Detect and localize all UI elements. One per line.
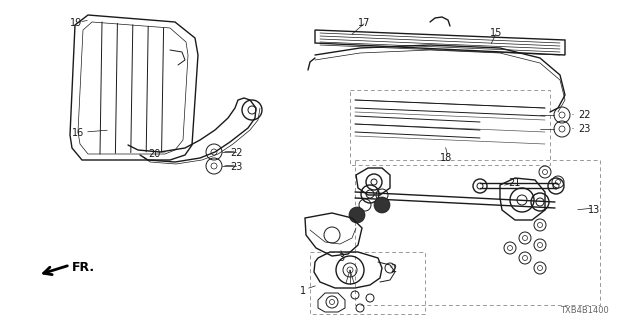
Text: 13: 13 <box>588 205 600 215</box>
Text: 15: 15 <box>490 28 502 38</box>
Text: 23: 23 <box>230 162 243 172</box>
Text: TXB4B1400: TXB4B1400 <box>560 306 609 315</box>
Text: 2: 2 <box>390 264 396 274</box>
Text: 21: 21 <box>508 178 520 188</box>
Text: 19: 19 <box>70 18 83 28</box>
Text: 17: 17 <box>358 18 371 28</box>
Circle shape <box>374 197 390 213</box>
Circle shape <box>349 207 365 223</box>
Text: FR.: FR. <box>72 261 95 274</box>
Text: 18: 18 <box>440 153 452 163</box>
Text: 16: 16 <box>72 128 84 138</box>
Text: 22: 22 <box>578 110 591 120</box>
Text: 20: 20 <box>148 149 161 159</box>
Text: 3: 3 <box>338 253 344 263</box>
Text: 22: 22 <box>230 148 243 158</box>
Text: 1: 1 <box>300 286 306 296</box>
Text: 23: 23 <box>578 124 590 134</box>
